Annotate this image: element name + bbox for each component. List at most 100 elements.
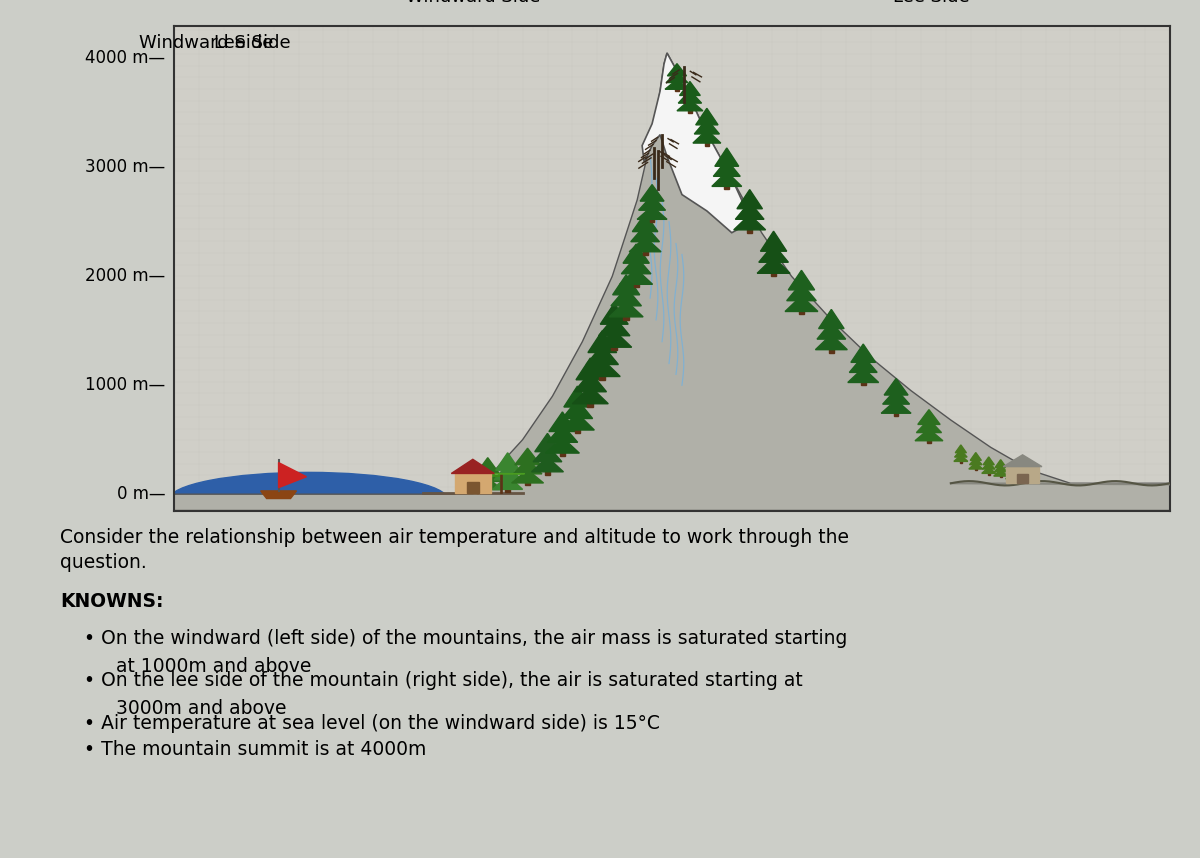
Text: 1000 m—: 1000 m—: [85, 376, 166, 394]
Polygon shape: [640, 184, 664, 201]
Text: 0 m—: 0 m—: [116, 485, 166, 503]
Polygon shape: [983, 457, 995, 465]
Polygon shape: [611, 287, 642, 305]
Polygon shape: [770, 270, 776, 276]
Polygon shape: [474, 478, 502, 490]
Polygon shape: [562, 400, 593, 419]
Text: Lee Side: Lee Side: [215, 34, 290, 52]
Polygon shape: [638, 196, 666, 210]
Polygon shape: [475, 468, 500, 481]
Polygon shape: [649, 217, 654, 222]
Polygon shape: [847, 368, 878, 383]
Polygon shape: [634, 281, 638, 287]
Polygon shape: [572, 386, 608, 404]
Polygon shape: [695, 119, 720, 134]
Polygon shape: [455, 474, 491, 493]
Polygon shape: [968, 462, 983, 469]
Polygon shape: [560, 414, 594, 430]
Polygon shape: [712, 172, 742, 186]
Polygon shape: [713, 160, 740, 177]
Polygon shape: [758, 245, 788, 263]
Text: 4000 m—: 4000 m—: [85, 50, 166, 68]
Polygon shape: [588, 401, 593, 407]
Polygon shape: [613, 275, 640, 295]
Polygon shape: [494, 464, 521, 480]
Polygon shape: [696, 108, 718, 125]
Polygon shape: [799, 309, 804, 314]
Text: • Air temperature at sea level (on the windward side) is 15°C: • Air temperature at sea level (on the w…: [84, 714, 660, 733]
Polygon shape: [532, 457, 564, 472]
Polygon shape: [715, 148, 739, 166]
Polygon shape: [260, 491, 296, 498]
Polygon shape: [642, 249, 648, 255]
Polygon shape: [486, 487, 490, 492]
Polygon shape: [995, 460, 1007, 468]
Text: Lee Side: Lee Side: [893, 0, 970, 6]
Polygon shape: [817, 322, 846, 339]
Polygon shape: [679, 82, 701, 95]
Polygon shape: [574, 372, 606, 392]
Polygon shape: [546, 438, 580, 453]
Polygon shape: [612, 344, 617, 350]
Polygon shape: [1012, 478, 1014, 480]
Polygon shape: [818, 310, 844, 329]
Polygon shape: [785, 296, 818, 311]
Polygon shape: [515, 448, 540, 465]
Polygon shape: [467, 482, 479, 493]
Text: Windward Side: Windward Side: [406, 0, 540, 6]
Polygon shape: [677, 100, 703, 111]
Polygon shape: [278, 462, 306, 487]
Polygon shape: [737, 190, 762, 208]
Text: KNOWNS:: KNOWNS:: [60, 592, 163, 611]
Polygon shape: [970, 457, 982, 465]
Polygon shape: [547, 425, 577, 443]
Polygon shape: [736, 202, 764, 220]
Polygon shape: [676, 88, 679, 91]
Polygon shape: [564, 386, 590, 407]
Polygon shape: [816, 335, 847, 350]
Polygon shape: [505, 486, 510, 492]
Polygon shape: [1007, 467, 1039, 483]
Polygon shape: [584, 360, 620, 377]
Polygon shape: [926, 438, 931, 443]
Polygon shape: [688, 109, 692, 113]
Polygon shape: [548, 412, 576, 432]
Polygon shape: [576, 358, 605, 380]
Polygon shape: [860, 380, 865, 385]
Text: question.: question.: [60, 553, 146, 571]
Polygon shape: [982, 467, 996, 474]
Polygon shape: [829, 347, 834, 353]
Polygon shape: [1000, 475, 1002, 477]
Polygon shape: [761, 231, 787, 251]
Polygon shape: [637, 206, 667, 220]
Polygon shape: [983, 462, 995, 469]
Polygon shape: [559, 450, 565, 456]
Text: 2000 m—: 2000 m—: [85, 268, 166, 286]
Polygon shape: [619, 269, 653, 284]
Polygon shape: [476, 457, 499, 473]
Polygon shape: [1007, 462, 1019, 470]
Polygon shape: [1016, 474, 1028, 483]
Polygon shape: [596, 330, 631, 347]
Polygon shape: [954, 455, 968, 462]
Polygon shape: [1003, 455, 1042, 467]
Polygon shape: [748, 227, 752, 233]
Text: • The mountain summit is at 4000m: • The mountain summit is at 4000m: [84, 740, 426, 759]
Polygon shape: [666, 71, 688, 82]
Polygon shape: [600, 304, 628, 324]
Polygon shape: [533, 445, 562, 462]
Polygon shape: [496, 453, 520, 470]
Polygon shape: [850, 356, 877, 372]
Polygon shape: [514, 459, 542, 474]
Polygon shape: [632, 214, 658, 232]
Polygon shape: [884, 378, 908, 395]
Polygon shape: [631, 226, 660, 242]
Polygon shape: [588, 331, 617, 353]
Polygon shape: [883, 390, 910, 404]
Polygon shape: [988, 472, 990, 474]
Polygon shape: [174, 53, 1170, 511]
Polygon shape: [974, 468, 977, 470]
Polygon shape: [994, 470, 1008, 476]
Polygon shape: [678, 91, 702, 103]
Polygon shape: [757, 257, 790, 274]
